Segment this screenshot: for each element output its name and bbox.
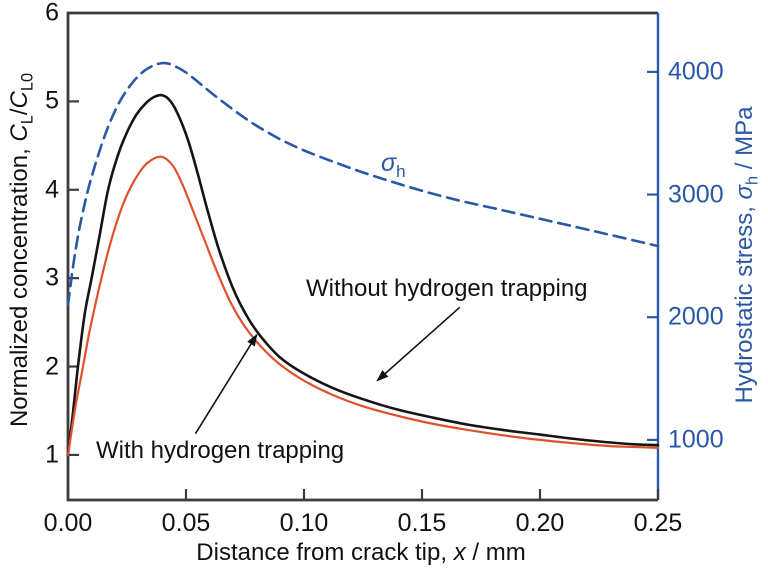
x-tick-label: 0.05	[161, 509, 211, 537]
x-axis-units: / mm	[465, 539, 526, 566]
y-left-tick-label: 3	[45, 263, 59, 292]
x-axis-title-text: Distance from crack tip,	[196, 539, 454, 566]
right-axis-title-text: Hydrostatic stress,	[730, 199, 758, 404]
x-tick-label: 0.20	[515, 509, 565, 537]
annotation-with-trapping: With hydrogen trapping	[96, 437, 345, 464]
series-hydrostatic-stress	[66, 61, 660, 307]
y-left-tick-label: 4	[45, 175, 59, 204]
axis-ticks	[66, 11, 660, 500]
sigma-symbol: σ	[381, 149, 397, 177]
left-axis-symbol-1: C	[5, 124, 33, 142]
series-without-trapping	[66, 93, 660, 457]
sigma-subscript: h	[396, 162, 406, 181]
x-tick-label: 0.10	[279, 509, 329, 537]
data-series	[66, 61, 660, 457]
annotation-sigma-h: σh	[381, 149, 406, 182]
right-axis-title: Hydrostatic stress, σh / MPa	[730, 106, 762, 404]
y-right-tick-label: 3000	[668, 180, 724, 209]
right-axis-subscript: h	[743, 175, 762, 185]
right-axis-units: / MPa	[730, 106, 758, 176]
right-axis-symbol: σ	[730, 184, 758, 200]
y-right-tick-label: 1000	[668, 425, 724, 454]
y-right-tick-label: 2000	[668, 302, 724, 331]
y-left-tick-label: 2	[45, 352, 59, 381]
y-left-tick-label: 6	[45, 0, 59, 27]
y-left-tick-label: 5	[45, 86, 59, 115]
x-tick-label: 0.15	[397, 509, 447, 537]
x-tick-label: 0.00	[43, 509, 93, 537]
annotation-without-trapping: Without hydrogen trapping	[306, 275, 588, 302]
x-axis-title: Distance from crack tip, x / mm	[196, 541, 525, 565]
left-axis-separator: /	[5, 108, 33, 116]
y-left-tick-label: 1	[45, 440, 59, 469]
arrow-without-trapping	[376, 306, 461, 382]
plot-frame	[66, 11, 660, 502]
series-with-trapping	[66, 155, 660, 456]
x-axis-symbol: x	[453, 539, 466, 566]
left-axis-symbol-2: C	[5, 91, 33, 109]
axis-spines	[66, 11, 658, 502]
left-axis-title-text: Normalized concentration,	[5, 141, 33, 428]
left-axis-subscript-2: L0	[18, 72, 37, 92]
arrow-with-trapping	[194, 333, 258, 435]
left-axis-subscript-1: L	[18, 115, 37, 125]
annotation-arrows	[194, 306, 461, 435]
left-axis-title: Normalized concentration, CL/CL0	[5, 72, 37, 428]
x-tick-label: 0.25	[633, 509, 683, 537]
y-right-tick-label: 4000	[668, 57, 724, 86]
